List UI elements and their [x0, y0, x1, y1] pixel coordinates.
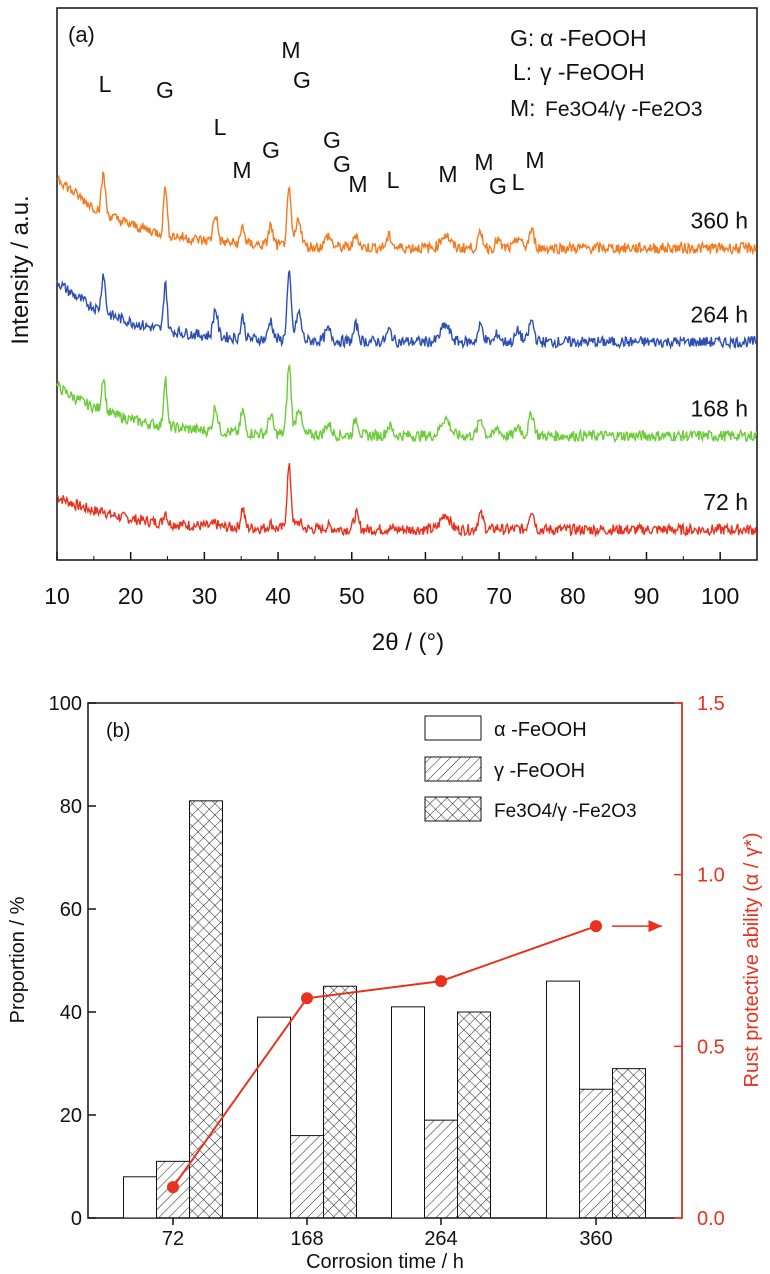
xrd-peak-label-8: G [333, 151, 351, 177]
bar-secondary-label: Rust protective ability (α / γ*) [741, 833, 763, 1088]
legend-swatch-alpha [424, 715, 482, 741]
xrd-series-360h [56, 171, 758, 256]
bar-xtick-label-1: 168 [290, 1228, 323, 1250]
bar-y-ticks: 0 20 40 60 80 100 [49, 693, 96, 1230]
xrd-peak-label-14: L [512, 169, 525, 195]
bar-secondary-ticks: 0.0 0.5 1.0 1.5 [674, 693, 725, 1230]
xrd-xtick-label-1: 20 [118, 583, 144, 609]
bar-ytick-label-5: 100 [49, 693, 82, 715]
xrd-series-group: 72 h 168 h 264 h 360 h [56, 171, 758, 538]
protective-ability-polyline [172, 925, 597, 1188]
xrd-series-72h [56, 462, 758, 538]
protective-ability-point-2 [435, 975, 447, 988]
legend-label-alpha: α -FeOOH [494, 719, 587, 741]
xrd-peak-label-10: L [387, 167, 400, 193]
xrd-xlabel: 2θ / (°) [372, 629, 444, 656]
legend-swatch-oxide [424, 796, 482, 822]
bar-none-264 [391, 1006, 425, 1219]
legend-swatch-gamma [424, 756, 482, 782]
xrd-legend-key-g: G: [510, 25, 534, 51]
xrd-peak-label-12: M [474, 149, 493, 175]
protective-ability-point-3 [590, 920, 602, 933]
bar-y2tick-label-2: 1.0 [697, 865, 725, 887]
protective-ability-point-1 [301, 992, 313, 1005]
xrd-panel-label: (a) [68, 22, 95, 47]
bar-ytick-label-2: 40 [60, 1002, 82, 1024]
bar-crosshatch-360 [612, 1068, 646, 1219]
bar-ytick-label-4: 80 [60, 796, 82, 818]
protective-ability-line [167, 920, 662, 1194]
xrd-peak-label-11: M [438, 161, 457, 187]
bar-diagonal-360 [579, 1088, 613, 1219]
xrd-peak-label-2: L [214, 114, 227, 140]
xrd-peak-label-7: G [323, 127, 341, 153]
bar-none-360 [546, 980, 580, 1219]
bar-ytick-label-1: 20 [60, 1105, 82, 1127]
bar-none-168 [257, 1016, 291, 1219]
bar-y2tick-label-3: 1.5 [697, 693, 725, 715]
bar-diagonal-264 [424, 1119, 458, 1219]
bar-y2tick-label-0: 0.0 [697, 1208, 725, 1230]
xrd-peak-label-1: G [156, 77, 174, 103]
bar-ytick-label-3: 60 [60, 899, 82, 921]
bar-diagonal-168 [290, 1135, 324, 1219]
xrd-peak-label-13: G [489, 173, 507, 199]
xrd-xtick-label-0: 10 [44, 583, 70, 609]
xrd-peak-label-9: M [348, 171, 367, 197]
xrd-xtick-label-6: 70 [486, 583, 512, 609]
xrd-xtick-label-2: 30 [192, 583, 218, 609]
bar-xtick-label-2: 264 [424, 1228, 457, 1250]
xrd-legend-label-m: Fe3O4/γ -Fe2O3 [545, 98, 703, 121]
xrd-xtick-label-8: 90 [634, 583, 660, 609]
bar-crosshatch-72 [189, 800, 223, 1219]
legend-label-gamma: γ -FeOOH [494, 760, 585, 782]
xrd-peak-label-0: L [99, 71, 112, 97]
xrd-xtick-label-4: 50 [339, 583, 365, 609]
composition-panel: (b) 0 20 40 60 80 100 0.0 0.5 1.0 1.5 72 168 264 36… [7, 693, 763, 1273]
xrd-x-ticks: 10 20 30 40 50 60 70 80 90 100 [44, 552, 739, 609]
xrd-xtick-label-9: 100 [701, 583, 739, 609]
xrd-peak-label-6: G [293, 67, 311, 93]
bar-group [123, 800, 646, 1219]
protective-ability-point-0 [167, 1181, 179, 1194]
bar-legend: α -FeOOH γ -FeOOH Fe3O4/γ -Fe2O3 [424, 715, 637, 822]
bar-ylabel: Proportion / % [7, 896, 29, 1023]
xrd-legend-label-g: α -FeOOH [540, 25, 647, 51]
xrd-series-label-360h: 360 h [690, 208, 748, 234]
legend-label-oxide: Fe3O4/γ -Fe2O3 [494, 801, 637, 822]
xrd-legend-label-l: γ -FeOOH [540, 59, 645, 85]
xrd-peak-label-4: G [262, 137, 280, 163]
xrd-series-168h [56, 364, 758, 444]
bar-none-72 [123, 1176, 157, 1219]
xrd-series-label-72h: 72 h [703, 489, 748, 515]
bar-crosshatch-264 [457, 1011, 491, 1219]
bar-crosshatch-168 [323, 985, 357, 1219]
xrd-xtick-label-7: 80 [560, 583, 586, 609]
xrd-peak-label-15: M [525, 147, 544, 173]
xrd-peak-label-3: M [232, 157, 251, 183]
bar-xlabel: Corrosion time / h [306, 1251, 464, 1273]
xrd-series-264h [56, 270, 757, 351]
xrd-legend: G: α -FeOOH L: γ -FeOOH M: Fe3O4/γ -Fe2O… [510, 25, 703, 121]
bar-y2tick-label-1: 0.5 [697, 1036, 725, 1058]
bar-ytick-label-0: 0 [71, 1208, 82, 1230]
xrd-ylabel: Intensity / a.u. [7, 195, 34, 344]
xrd-series-label-264h: 264 h [690, 301, 748, 327]
bar-xtick-label-0: 72 [162, 1228, 184, 1250]
bar-xtick-label-3: 360 [579, 1228, 612, 1250]
bar-panel-label: (b) [106, 720, 130, 742]
xrd-xtick-label-3: 40 [265, 583, 291, 609]
xrd-legend-key-l: L: [513, 59, 532, 85]
xrd-legend-key-m: M: [510, 95, 536, 121]
xrd-series-label-168h: 168 h [690, 395, 748, 421]
bar-x-ticks: 72 168 264 360 [162, 1218, 613, 1250]
xrd-xtick-label-5: 60 [413, 583, 439, 609]
xrd-peak-label-5: M [281, 37, 300, 63]
